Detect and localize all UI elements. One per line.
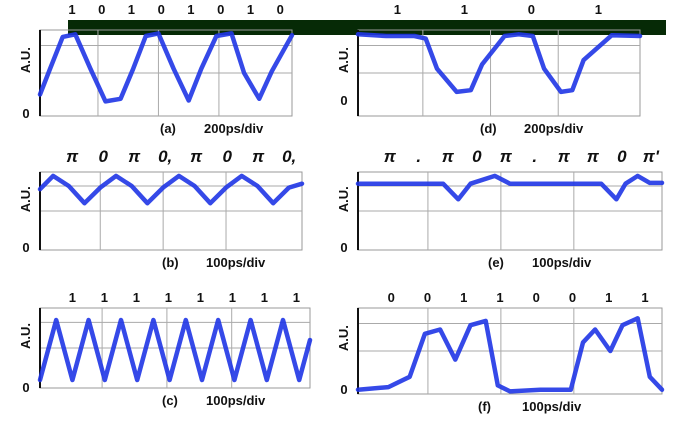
y-zero-label: 0: [340, 240, 347, 255]
bit-label: 1: [133, 290, 140, 305]
panel-label: (a): [160, 121, 176, 136]
bit-label: 1: [605, 290, 612, 305]
panel-label: (e): [488, 255, 504, 270]
bit-label: 0: [528, 2, 535, 17]
bit-label: π: [66, 147, 79, 166]
panel-5: A.U. 0 0 0 1 1 0 0 1 1 (f) 100ps/div: [336, 290, 665, 414]
timebase-label: 100ps/div: [532, 255, 592, 270]
bit-label: 1: [293, 290, 300, 305]
bit-label: 0: [158, 2, 165, 17]
panel-2: A.U.0π 0 π 0, π 0 π 0,(b) 100ps/div: [18, 147, 305, 270]
y-zero-label: 0: [340, 93, 347, 108]
bit-label: 1: [641, 290, 648, 305]
bit-label: .: [532, 147, 537, 166]
y-axis-label: A.U.: [336, 47, 351, 73]
y-zero-label: 0: [22, 380, 29, 395]
bit-label: 0: [277, 2, 284, 17]
bit-label: π: [587, 147, 600, 166]
bit-label: 1: [595, 2, 602, 17]
y-axis-label: A.U.: [18, 323, 33, 349]
bit-label: 0: [617, 147, 627, 166]
panel-label: (f): [478, 399, 491, 414]
waveform-line: [355, 173, 665, 202]
panel-label: (c): [162, 393, 178, 408]
panel-3: A.U.0π. π 0 π. π π 0 π'(e) 100ps/div: [336, 147, 665, 270]
bit-label: 1: [187, 2, 194, 17]
panel-label: (b): [162, 255, 179, 270]
bit-label: 0: [472, 147, 482, 166]
timebase-label: 100ps/div: [206, 255, 266, 270]
waveform-line: [37, 31, 295, 104]
timebase-label: 200ps/div: [204, 121, 264, 136]
bit-label: 1: [460, 290, 467, 305]
bit-label: 0: [222, 147, 232, 166]
bit-label: 1: [69, 290, 76, 305]
y-axis-label: A.U.: [18, 47, 33, 73]
bit-label: 1: [247, 2, 254, 17]
bit-label: 0: [424, 290, 431, 305]
panel-1: A.U. 0 1 1 0 1 (d) 200ps/div: [336, 2, 643, 136]
bit-label: 1: [229, 290, 236, 305]
bit-label: 0,: [282, 147, 296, 166]
bit-label: π: [190, 147, 203, 166]
bit-label: π: [500, 147, 513, 166]
timebase-label: 100ps/div: [206, 393, 266, 408]
timebase-label: 200ps/div: [524, 121, 584, 136]
bit-label: 1: [496, 290, 503, 305]
bit-label: π: [128, 147, 141, 166]
waveform-line: [37, 173, 305, 206]
bit-label: 0: [98, 147, 108, 166]
bit-label: .: [416, 147, 421, 166]
bit-label: 1: [461, 2, 468, 17]
bit-label: 0: [388, 290, 395, 305]
bit-label: 1: [261, 290, 268, 305]
bit-label: 0: [569, 290, 576, 305]
y-axis-label: A.U.: [18, 186, 33, 212]
bit-label: 0,: [158, 147, 172, 166]
bit-label: 0: [98, 2, 105, 17]
waveform-line: [355, 316, 665, 394]
top-bar: [68, 20, 666, 35]
bit-label: π': [643, 147, 660, 166]
bit-label: π: [384, 147, 397, 166]
y-axis-label: A.U.: [336, 325, 351, 351]
y-axis-label: A.U.: [336, 186, 351, 212]
bit-label: 1: [128, 2, 135, 17]
bit-label: 1: [394, 2, 401, 17]
bit-label: 1: [165, 290, 172, 305]
bit-label: 1: [68, 2, 75, 17]
panel-label: (d): [480, 121, 497, 136]
timebase-label: 100ps/div: [522, 399, 582, 414]
bit-label: 0: [217, 2, 224, 17]
panel-0: A.U. 0 1 0 1 0 1 0 1 0 (a) 200ps/div: [18, 2, 295, 136]
bit-label: π: [252, 147, 265, 166]
panel-4: A.U. 0 1 1 1 1 1 1 1 1 (c) 100ps/div: [18, 290, 313, 408]
waveform-line: [355, 32, 643, 95]
bit-label: π: [558, 147, 571, 166]
y-zero-label: 0: [22, 240, 29, 255]
bit-label: 1: [101, 290, 108, 305]
waveform-line: [37, 317, 313, 383]
bit-label: 1: [197, 290, 204, 305]
y-zero-label: 0: [340, 382, 347, 397]
bit-label: π: [442, 147, 455, 166]
y-zero-label: 0: [22, 106, 29, 121]
bit-label: 0: [533, 290, 540, 305]
